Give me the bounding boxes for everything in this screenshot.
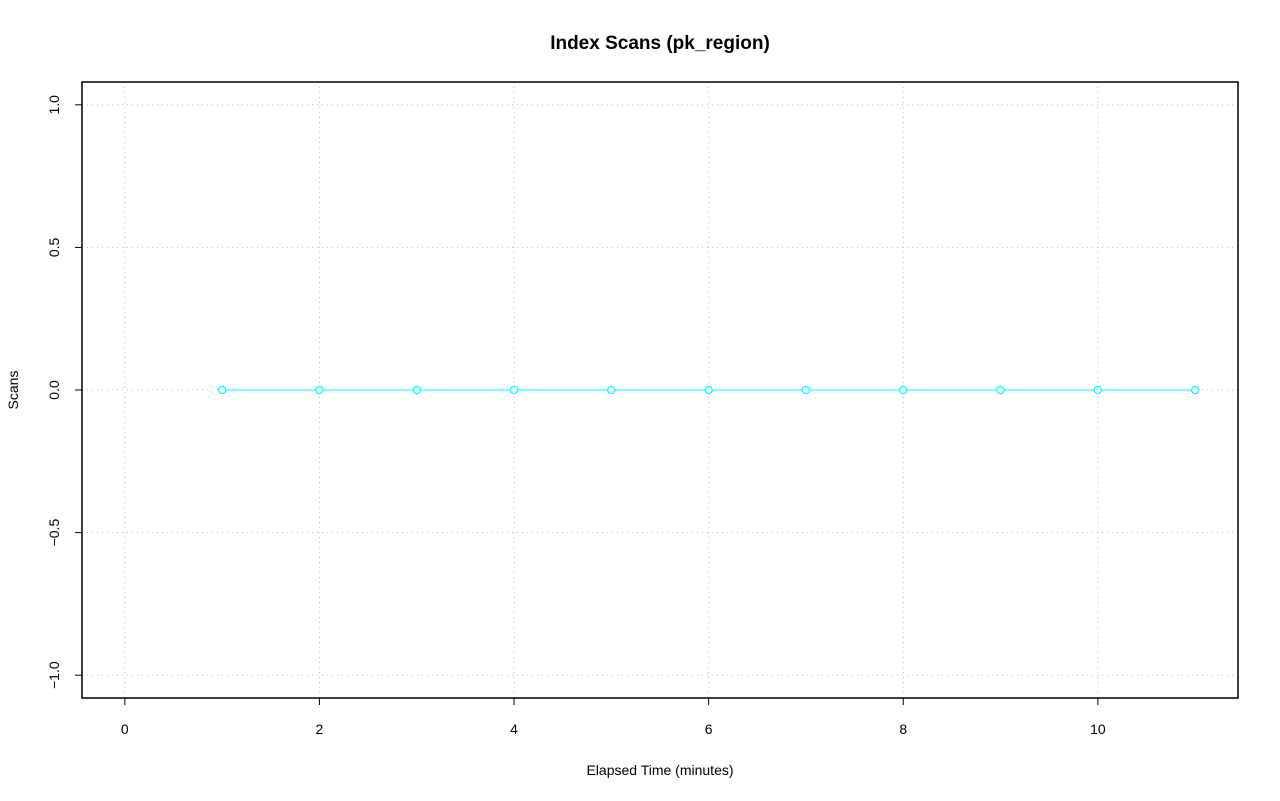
data-point <box>607 385 616 395</box>
x-tick-label: 0 <box>121 721 129 737</box>
data-point <box>996 385 1005 395</box>
data-point <box>704 385 713 395</box>
x-tick-label: 6 <box>705 721 713 737</box>
x-tick-label: 8 <box>899 721 907 737</box>
chart-title: Index Scans (pk_region) <box>550 33 770 54</box>
x-axis-label: Elapsed Time (minutes) <box>586 762 733 778</box>
data-point <box>1190 385 1200 395</box>
data-point <box>801 385 811 395</box>
data-point <box>315 385 324 395</box>
x-tick-label: 10 <box>1090 721 1106 737</box>
plot-frame <box>81 81 1239 699</box>
y-tick-label: 0.0 <box>46 380 62 400</box>
data-point <box>509 385 519 395</box>
x-tick-label: 4 <box>510 721 518 737</box>
y-tick-label: −0.5 <box>46 519 62 547</box>
data-point <box>1093 385 1103 395</box>
data-point <box>217 385 227 395</box>
y-tick-label: 0.5 <box>46 237 62 257</box>
data-point <box>412 385 421 395</box>
y-axis-label: Scans <box>5 371 21 410</box>
y-tick-label: −1.0 <box>46 661 62 689</box>
x-tick-label: 2 <box>316 721 324 737</box>
data-point <box>899 385 908 395</box>
y-tick-label: 1.0 <box>46 95 62 115</box>
